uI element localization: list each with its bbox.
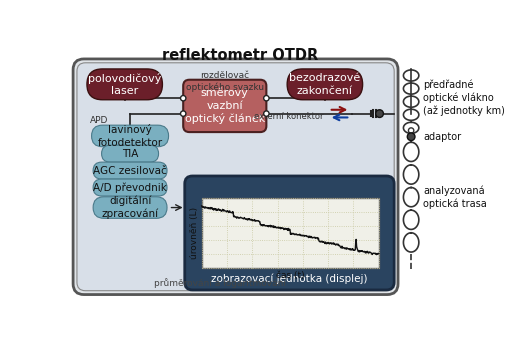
FancyBboxPatch shape <box>185 176 394 290</box>
Text: AGC zesilovač: AGC zesilovač <box>93 166 167 176</box>
Text: TIA: TIA <box>122 149 138 159</box>
FancyBboxPatch shape <box>73 59 398 295</box>
Text: analyzovaná
optická trasa: analyzovaná optická trasa <box>424 186 487 209</box>
FancyBboxPatch shape <box>91 125 169 147</box>
Text: čas (t): čas (t) <box>276 272 304 280</box>
Text: směrový
vazbní
optický článek: směrový vazbní optický článek <box>185 88 265 125</box>
Text: A/D převodnik: A/D převodnik <box>93 182 167 193</box>
Circle shape <box>408 128 414 133</box>
Text: APD: APD <box>90 116 108 125</box>
FancyBboxPatch shape <box>287 69 363 100</box>
Bar <box>202 197 379 268</box>
Text: úrovněň (L): úrovněň (L) <box>190 207 198 259</box>
FancyBboxPatch shape <box>93 179 167 196</box>
Text: reflektometr OTDR: reflektometr OTDR <box>162 48 318 63</box>
FancyBboxPatch shape <box>87 69 162 100</box>
Text: digitální
zpracování: digitální zpracování <box>101 196 159 219</box>
Circle shape <box>264 96 269 101</box>
Text: předřadné
optické vlákno
(až jednotky km): předřadné optické vlákno (až jednotky km… <box>424 79 506 116</box>
Circle shape <box>376 110 383 118</box>
Circle shape <box>181 96 186 101</box>
Text: průměrování a logaritmování: průměrování a logaritmování <box>154 279 286 288</box>
Text: polovodičový
laser: polovodičový laser <box>88 73 161 96</box>
Circle shape <box>407 133 415 141</box>
FancyBboxPatch shape <box>77 63 394 291</box>
Text: externí konektor: externí konektor <box>254 112 323 120</box>
FancyBboxPatch shape <box>183 80 266 132</box>
FancyBboxPatch shape <box>93 162 167 179</box>
FancyBboxPatch shape <box>102 145 159 162</box>
Circle shape <box>181 111 186 116</box>
Text: lavinový
fotodetektor: lavinový fotodetektor <box>98 124 163 148</box>
Text: bezodrazové
zakončení: bezodrazové zakončení <box>289 73 361 96</box>
Text: adaptor: adaptor <box>424 132 461 142</box>
FancyBboxPatch shape <box>93 197 167 218</box>
Text: rozdělovač
optického svazku: rozdělovač optického svazku <box>186 71 264 92</box>
Circle shape <box>264 111 269 116</box>
Text: zobrazovací jednotka (displej): zobrazovací jednotka (displej) <box>211 274 368 285</box>
